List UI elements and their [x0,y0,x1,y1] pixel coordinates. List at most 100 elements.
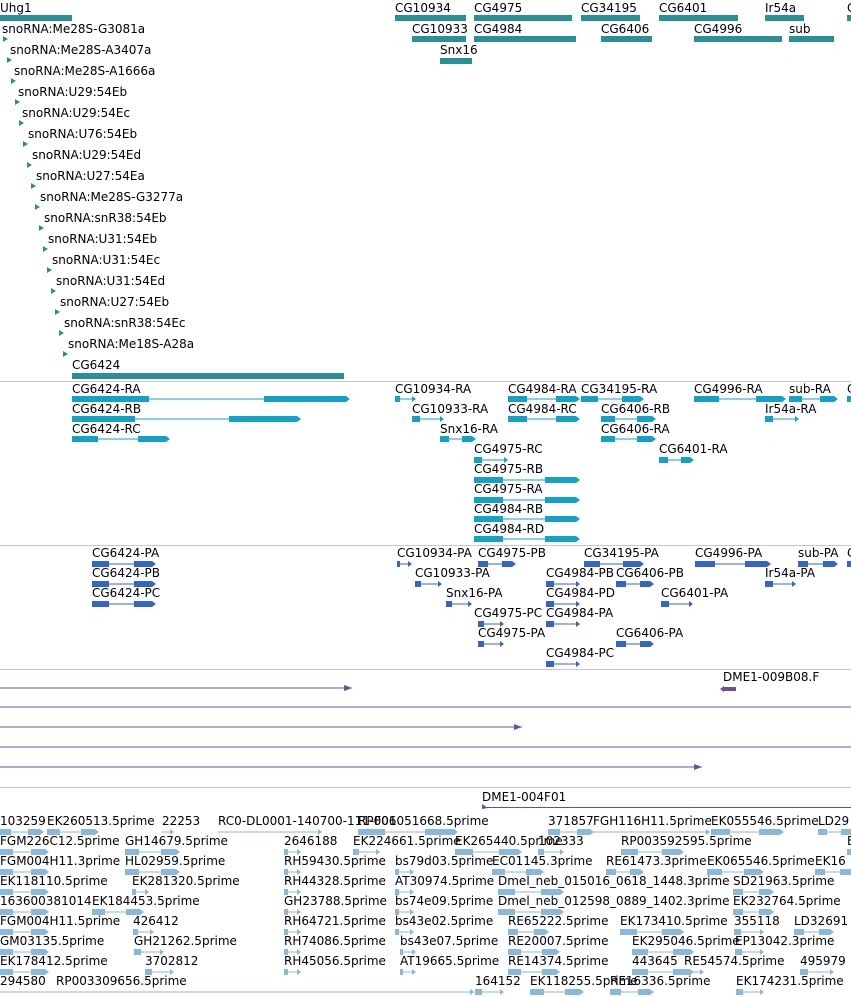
feature-glyph[interactable] [474,15,572,21]
feature-glyph[interactable] [498,909,564,915]
feature-glyph[interactable] [789,36,834,42]
transcript-feature-label[interactable]: Snx16-RA [440,422,498,436]
est-feature-label[interactable]: FGH116H11.5prime [593,814,712,828]
protein-feature-label[interactable]: CG4975-PC [474,606,543,620]
feature-glyph[interactable] [284,849,301,855]
est-feature-label[interactable]: E [847,834,851,848]
transcript-feature-label[interactable]: CG4975-RA [474,482,543,496]
feature-glyph[interactable] [132,889,149,895]
protein-feature-label[interactable]: CG4984-PC [546,646,615,660]
est-feature-label[interactable]: 426412 [133,914,179,928]
protein-feature-label[interactable]: CG10934-PA [397,546,472,560]
feature-glyph[interactable] [72,416,301,422]
feature-glyph[interactable] [0,15,72,21]
est-feature-label[interactable]: RP001051668.5prime [358,814,489,828]
feature-glyph[interactable] [51,288,56,294]
est-feature-label[interactable]: HL02959.5prime [125,854,226,868]
feature-glyph[interactable] [632,949,694,955]
feature-glyph[interactable] [0,969,49,975]
est-feature-label[interactable]: RE54574.5prime [684,954,785,968]
transcript-feature-label[interactable]: CG4984-RA [508,382,577,396]
protein-feature-label[interactable]: CG4984-PB [546,566,615,580]
est-feature-label[interactable]: FGM004H11.5prime [0,914,121,928]
gene-feature-label[interactable]: CG4984 [474,22,523,36]
feature-glyph[interactable] [616,581,654,587]
transcript-feature-label[interactable]: CG6424-RA [72,382,141,396]
est-feature-label[interactable]: RE14374.5prime [508,954,609,968]
gene-feature-label[interactable]: snoRNA:Me18S-A28a [68,337,195,351]
feature-glyph[interactable] [47,829,99,835]
feature-glyph[interactable] [847,561,851,567]
est-feature-label[interactable]: Dmel_neb_015016_0618_1448.3prime [498,874,730,888]
feature-glyph[interactable] [0,889,49,895]
feature-glyph[interactable] [0,949,49,955]
est-feature-label[interactable]: EK178412.5prime [0,954,108,968]
est-feature-label[interactable]: FGM004H11.3prime [0,854,121,868]
feature-glyph[interactable] [492,869,544,875]
protein-feature-label[interactable]: CG4975-PA [478,626,546,640]
feature-glyph[interactable] [546,581,580,587]
est-feature-label[interactable]: EK118255.5prime [530,974,638,988]
clone-feature-label[interactable]: DME1-004F01 [482,790,567,804]
feature-glyph[interactable] [593,829,710,835]
est-feature-label[interactable]: SD21963.5prime [733,874,835,888]
feature-glyph[interactable] [789,396,838,402]
feature-glyph[interactable] [601,436,656,442]
protein-feature-label[interactable]: CG4975-PB [478,546,547,560]
est-feature-label[interactable]: EK184453.5prime [92,894,200,908]
feature-glyph[interactable] [395,869,414,875]
clone-line[interactable] [0,724,522,730]
feature-glyph[interactable] [707,869,764,875]
feature-glyph[interactable] [59,330,64,336]
est-feature-label[interactable]: bs43e07.5prime [400,934,499,948]
est-feature-label[interactable]: EP13042.3prime [735,934,835,948]
feature-glyph[interactable] [711,829,784,835]
protein-feature-label[interactable]: CG10933-PA [415,566,490,580]
feature-glyph[interactable] [734,929,764,935]
est-feature-label[interactable]: 355118 [734,914,780,928]
gene-feature-label[interactable]: CG6424 [72,358,121,372]
feature-glyph[interactable] [498,889,564,895]
feature-glyph[interactable] [659,457,694,463]
feature-glyph[interactable] [395,15,466,21]
gene-feature-label[interactable]: snoRNA:Me28S-A3407a [10,43,152,57]
feature-glyph[interactable] [765,15,804,21]
feature-glyph[interactable] [395,396,416,402]
feature-glyph[interactable] [284,929,301,935]
feature-glyph[interactable] [0,929,49,935]
feature-glyph[interactable] [695,561,771,567]
feature-glyph[interactable] [538,849,564,855]
protein-feature-label[interactable]: CG6424-PC [92,586,161,600]
est-feature-label[interactable]: EK281320.5prime [132,874,240,888]
gene-feature-label[interactable]: CG4996 [694,22,743,36]
feature-glyph[interactable] [736,989,764,995]
feature-glyph[interactable] [11,78,16,84]
est-feature-label[interactable]: RP003592595.5prime [621,834,752,848]
est-feature-label[interactable]: RH64721.5prime [284,914,386,928]
feature-glyph[interactable] [847,15,851,21]
feature-glyph[interactable] [400,969,416,975]
gene-feature-label[interactable]: snoRNA:U31:54Eb [48,232,158,246]
transcript-feature-label[interactable]: CG4984-RC [508,402,577,416]
est-feature-label[interactable]: 495979 [800,954,846,968]
transcript-feature-label[interactable]: CG4975-RB [474,462,544,476]
feature-glyph[interactable] [475,989,504,995]
feature-glyph[interactable] [284,869,301,875]
clone-line[interactable] [0,685,352,691]
feature-glyph[interactable] [0,909,49,915]
est-feature-label[interactable]: EC01145.3prime [492,854,593,868]
gene-feature-label[interactable]: snoRNA:U29:54Ed [32,148,142,162]
gene-feature-label[interactable]: Ir54a [765,1,797,15]
protein-feature-label[interactable]: CG6424-PB [92,566,161,580]
feature-glyph[interactable] [440,58,472,64]
feature-glyph[interactable] [72,436,170,442]
transcript-feature-label[interactable]: CG6424-RB [72,402,142,416]
est-feature-label[interactable]: EK118110.5prime [0,874,108,888]
est-feature-label[interactable]: RH45056.5prime [284,954,386,968]
feature-glyph[interactable] [0,849,49,855]
feature-glyph[interactable] [546,661,580,667]
gene-feature-label[interactable]: snoRNA:snR38:54Ec [64,316,186,330]
est-feature-label[interactable]: bs74e09.5prime [395,894,494,908]
gene-feature-label[interactable]: snoRNA:U27:54Ea [36,169,145,183]
clone-line[interactable] [0,746,851,748]
